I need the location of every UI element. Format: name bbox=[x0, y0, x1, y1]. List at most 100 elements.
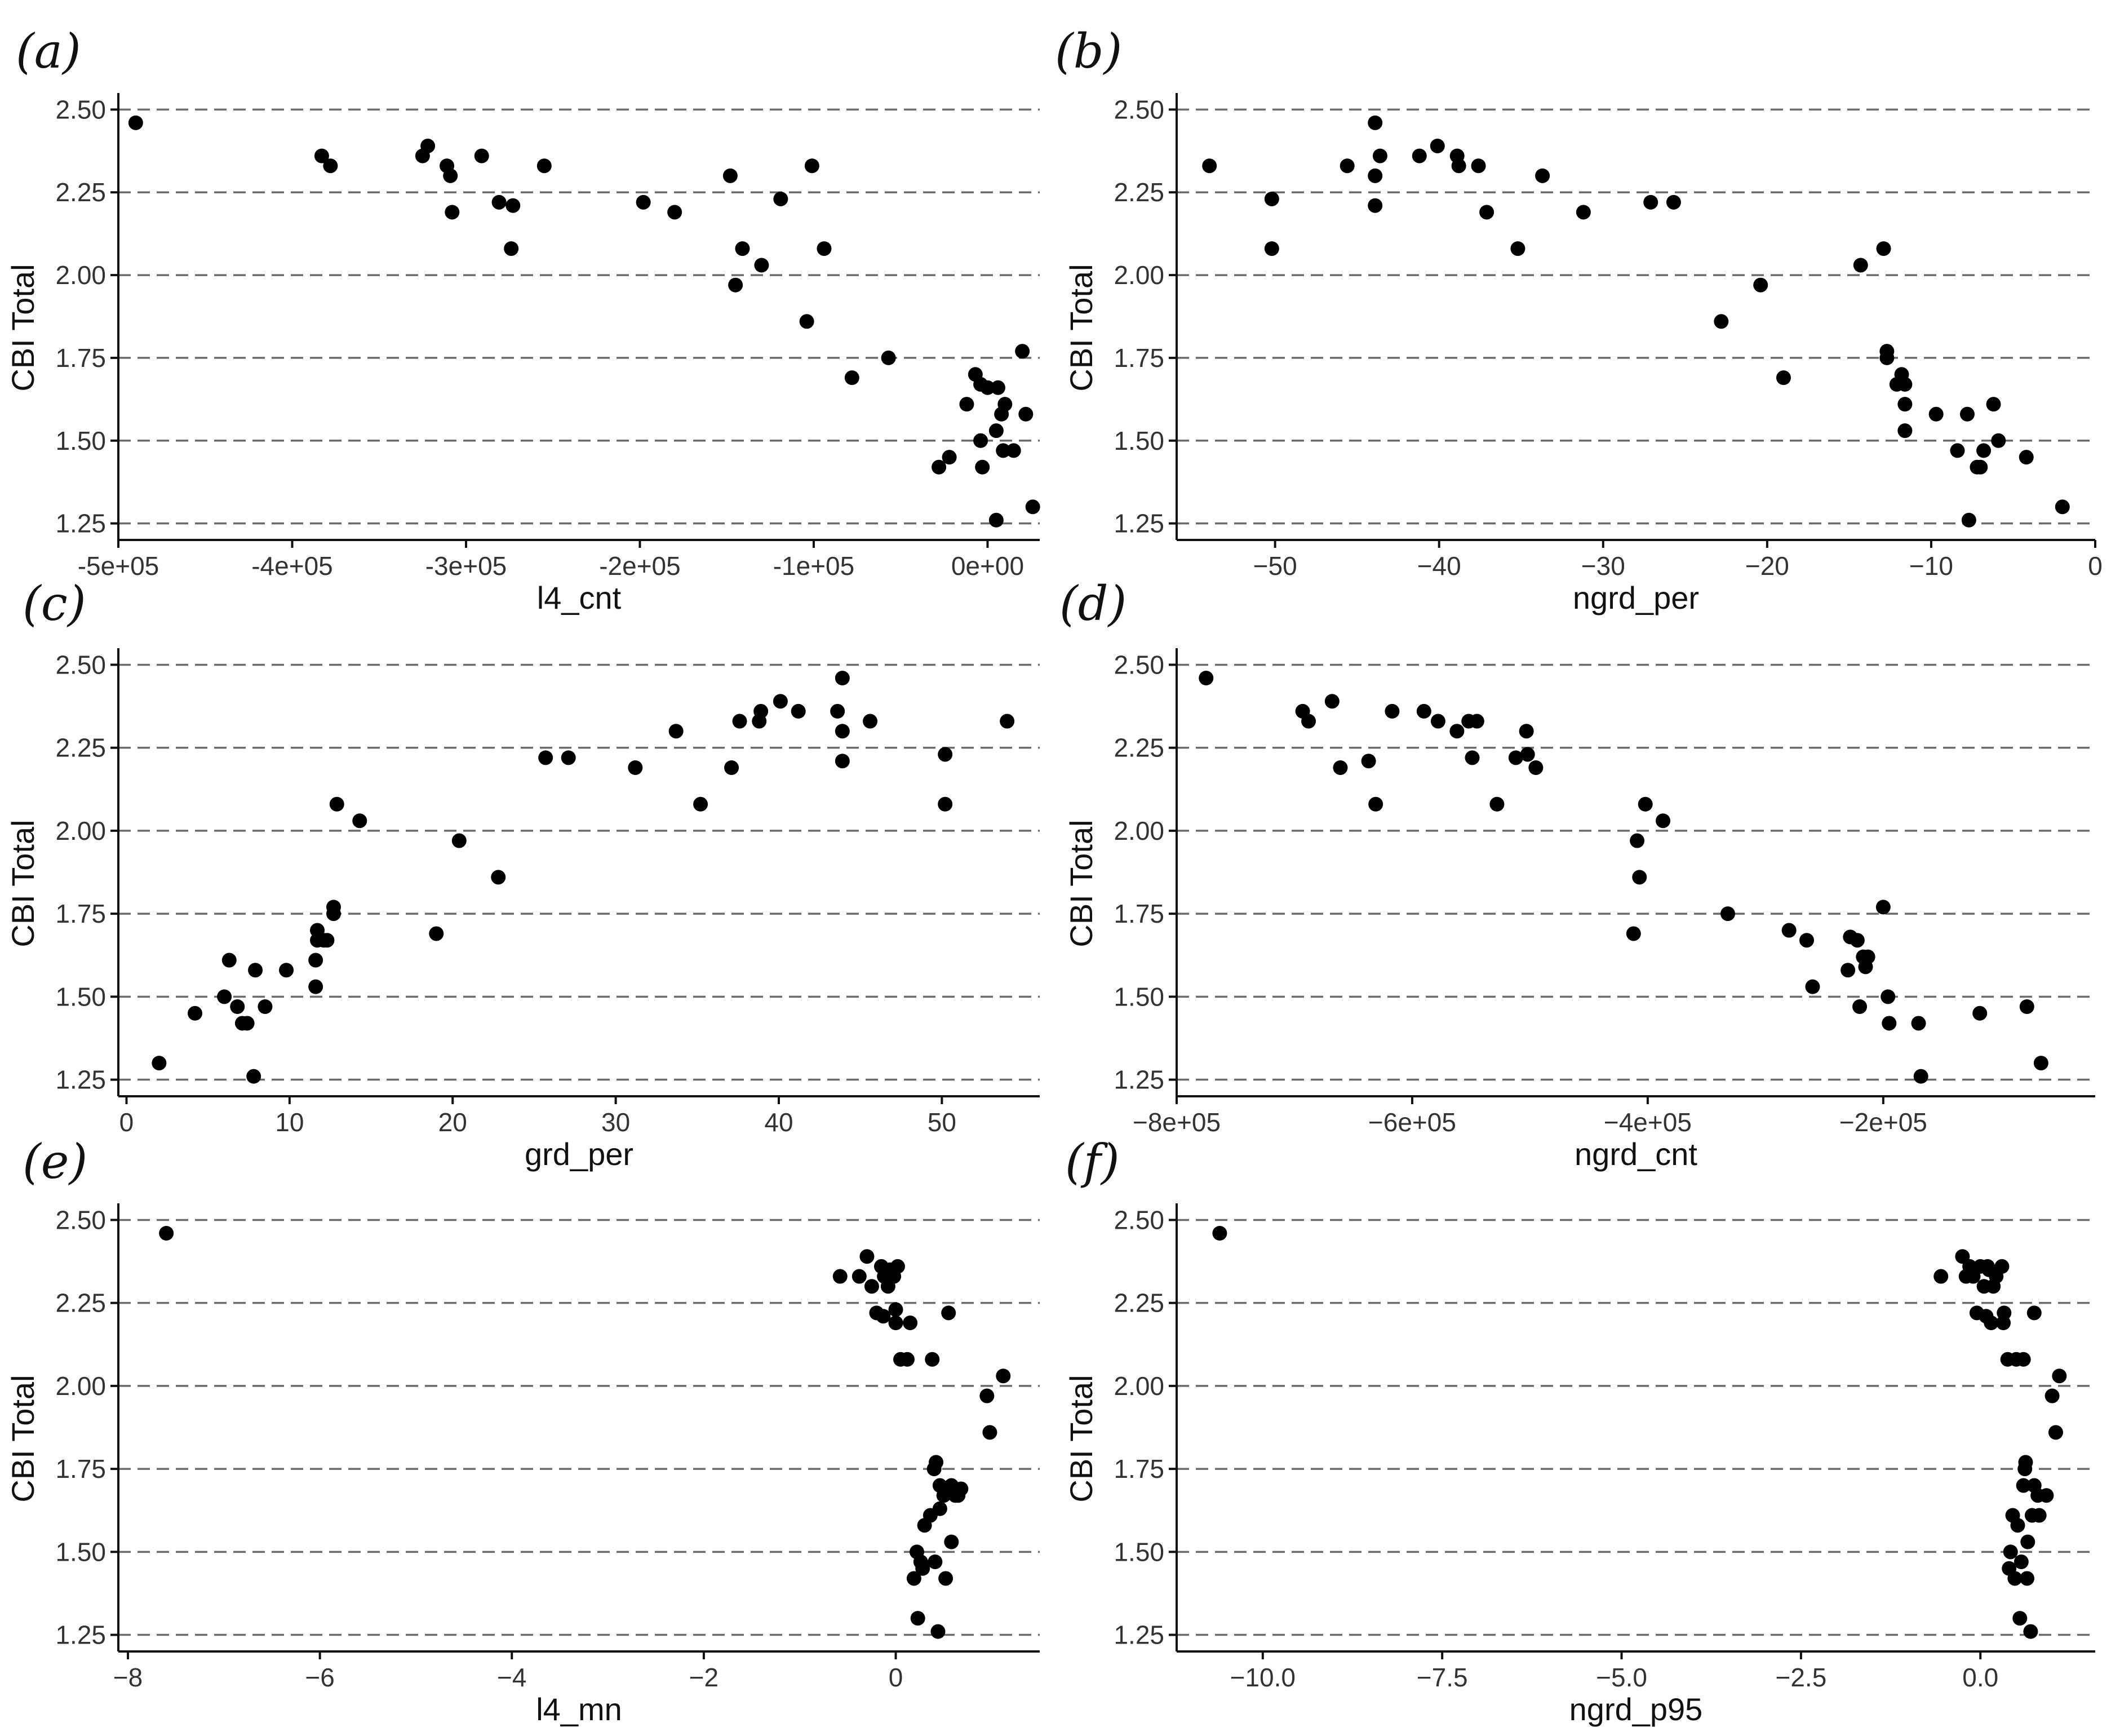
data-point bbox=[888, 1316, 903, 1330]
data-point bbox=[1361, 754, 1376, 769]
panel-label: (e) bbox=[23, 1134, 87, 1189]
data-point bbox=[975, 459, 990, 475]
x-axis-title: l4_mn bbox=[536, 1691, 622, 1727]
data-point bbox=[536, 158, 552, 174]
data-point bbox=[1632, 870, 1647, 885]
data-point bbox=[230, 999, 245, 1014]
data-point bbox=[1882, 1016, 1897, 1031]
y-tick-label: 1.50 bbox=[55, 1537, 106, 1566]
data-point bbox=[538, 750, 553, 765]
data-point bbox=[1630, 833, 1645, 848]
data-point bbox=[2033, 1056, 2048, 1071]
data-point bbox=[159, 1226, 174, 1241]
data-point bbox=[791, 703, 806, 719]
x-tick-label: −50 bbox=[1253, 551, 1297, 581]
x-tick-label: 30 bbox=[601, 1108, 630, 1137]
data-point bbox=[724, 760, 739, 775]
data-point bbox=[899, 1352, 915, 1367]
data-point bbox=[1911, 1016, 1926, 1031]
data-point bbox=[693, 796, 708, 812]
panel-label: (d) bbox=[1059, 576, 1127, 631]
x-tick-label: 0.0 bbox=[1962, 1663, 1998, 1692]
data-point bbox=[2023, 1624, 2038, 1639]
data-point bbox=[910, 1611, 925, 1626]
data-point bbox=[903, 1316, 918, 1330]
panel-a: (a) 1.25 1.50 1.75 2.00 2.25 2.50 -5e+05 -4e+05 -… bbox=[5, 24, 1040, 615]
data-point bbox=[997, 397, 1013, 412]
y-tick-label: 1.75 bbox=[55, 343, 106, 373]
data-point bbox=[217, 989, 232, 1004]
data-point bbox=[928, 1555, 943, 1569]
y-tick-label: 2.50 bbox=[55, 650, 106, 679]
x-tick-label: −2e+05 bbox=[1839, 1108, 1927, 1137]
data-point bbox=[844, 370, 859, 386]
y-tick-label: 1.50 bbox=[1114, 1537, 1164, 1566]
data-point bbox=[1202, 158, 1217, 174]
panel-label: (f) bbox=[1065, 1134, 1120, 1189]
y-tick-label: 1.75 bbox=[1114, 899, 1164, 928]
y-tick-label: 1.25 bbox=[1114, 1065, 1164, 1095]
data-point bbox=[1000, 714, 1015, 729]
data-point bbox=[864, 1279, 879, 1294]
data-point bbox=[1991, 433, 2006, 448]
y-axis-title: CBI Total bbox=[1063, 820, 1099, 947]
data-point bbox=[1006, 443, 1021, 458]
panel-e: (e) 1.25 1.50 1.75 2.00 2.25 2.50 −8 −6 −4 −2 0 l4_m… bbox=[5, 1134, 1040, 1727]
x-tick-label: −4 bbox=[497, 1663, 526, 1692]
data-point bbox=[881, 350, 896, 365]
data-point bbox=[1465, 750, 1480, 765]
y-tick-label: 2.00 bbox=[55, 1371, 106, 1401]
data-point bbox=[1850, 933, 1865, 948]
data-point bbox=[863, 714, 878, 729]
data-point bbox=[753, 703, 769, 719]
data-point bbox=[979, 1388, 995, 1403]
data-point bbox=[722, 168, 738, 183]
y-tick-label: 1.75 bbox=[1114, 1454, 1164, 1483]
data-point bbox=[959, 397, 974, 412]
data-point bbox=[1976, 443, 1992, 458]
data-point bbox=[2010, 1518, 2025, 1533]
data-point bbox=[1469, 714, 1484, 729]
y-tick-label: 2.50 bbox=[55, 1205, 106, 1234]
data-point bbox=[2055, 499, 2070, 515]
data-point bbox=[2020, 1571, 2035, 1586]
data-point bbox=[773, 694, 788, 709]
data-point bbox=[852, 1269, 867, 1284]
y-tick-label: 2.25 bbox=[55, 733, 106, 763]
x-tick-label: −7.5 bbox=[1417, 1663, 1468, 1692]
data-point bbox=[246, 1069, 261, 1084]
data-point bbox=[1852, 999, 1868, 1014]
data-point bbox=[835, 724, 850, 739]
data-point bbox=[1753, 277, 1768, 293]
y-tick-label: 1.50 bbox=[1114, 982, 1164, 1011]
data-point bbox=[1881, 989, 1896, 1004]
data-point bbox=[1471, 158, 1486, 174]
data-point bbox=[1489, 796, 1505, 812]
y-tick-label: 2.25 bbox=[1114, 1288, 1164, 1318]
data-point bbox=[491, 870, 506, 885]
data-point bbox=[942, 450, 957, 465]
y-tick-label: 1.50 bbox=[1114, 426, 1164, 455]
x-tick-label: −8 bbox=[113, 1663, 143, 1692]
data-point bbox=[451, 833, 467, 848]
data-point bbox=[1897, 377, 1913, 392]
data-point bbox=[445, 205, 460, 220]
x-tick-label: 0e+00 bbox=[951, 551, 1024, 581]
data-point bbox=[929, 1455, 944, 1470]
data-point bbox=[996, 1369, 1011, 1384]
data-point bbox=[314, 148, 329, 163]
data-point bbox=[944, 1534, 959, 1549]
data-point bbox=[1799, 933, 1815, 948]
x-tick-label: 40 bbox=[764, 1108, 793, 1137]
data-point bbox=[1972, 1006, 1988, 1021]
data-point bbox=[915, 1561, 930, 1576]
data-point bbox=[2016, 1352, 2031, 1367]
y-tick-label: 1.75 bbox=[1114, 343, 1164, 373]
panel-c: (c) 1.25 1.50 1.75 2.00 2.25 2.50 0 10 20 30 40 50 gr… bbox=[5, 576, 1040, 1172]
data-point bbox=[1933, 1269, 1949, 1284]
data-point bbox=[1449, 724, 1465, 739]
data-point bbox=[2039, 1488, 2054, 1503]
data-point bbox=[804, 158, 819, 174]
data-point bbox=[1876, 241, 1891, 256]
data-point bbox=[474, 148, 489, 163]
